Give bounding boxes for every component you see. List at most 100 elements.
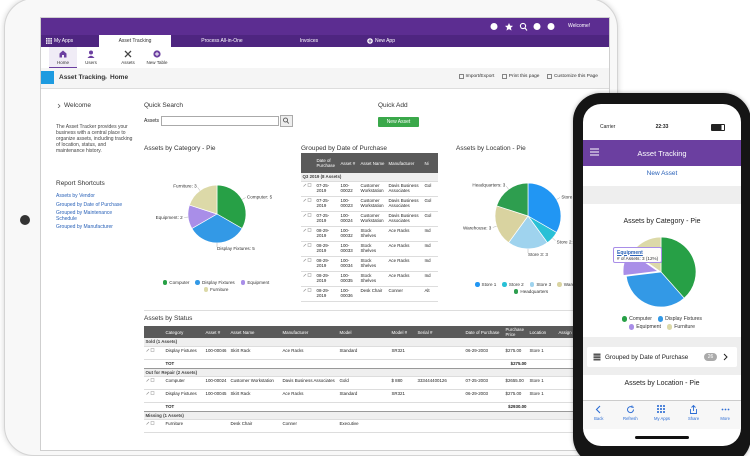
breadcrumb-page: Home	[110, 74, 129, 81]
table-cell: Store 1	[528, 389, 557, 403]
top-bar-icons	[490, 22, 555, 31]
toolbar-button[interactable]: Home	[49, 47, 77, 68]
row-actions[interactable]	[302, 182, 313, 187]
header-cell: Model #	[390, 326, 416, 338]
legend-item[interactable]: Store 1	[474, 282, 496, 287]
row-actions[interactable]	[302, 212, 313, 217]
header-cell: Manufacturer	[281, 326, 338, 338]
row-actions[interactable]	[145, 377, 156, 382]
welcome-menu[interactable]: Welcome!	[568, 23, 591, 29]
sidebar-welcome: Welcome	[64, 102, 91, 109]
shortcut-link[interactable]: Assets by Vendor	[56, 193, 95, 199]
legend-swatch	[513, 289, 519, 294]
table-cell: SR321	[390, 389, 416, 403]
header-cell	[144, 326, 164, 338]
tab[interactable]: My Apps	[41, 35, 99, 47]
collapse-caret[interactable]	[57, 103, 62, 108]
plus	[368, 39, 372, 43]
legend-item[interactable]: Store 2	[502, 282, 524, 287]
pie-chart: Computer: 5 Display Fixtures: 5 Equipment:…	[156, 184, 273, 251]
nav-button[interactable]: My Apps	[646, 401, 678, 429]
shortcut-link[interactable]: Grouped by Date of Purchase	[56, 201, 123, 208]
nav-button[interactable]: Back	[583, 401, 615, 429]
table-cell: 100-00024	[204, 376, 229, 390]
row-actions[interactable]	[302, 197, 313, 202]
toolbar-button[interactable]: Assets	[114, 47, 142, 68]
table-cell: SR321	[390, 346, 416, 360]
page-actions: Import/Export Print this page Customize th…	[459, 74, 598, 79]
table-cell: Skirt Rack	[229, 346, 281, 360]
shortcut-link[interactable]: Grouped by Maintenance Schedule	[56, 210, 113, 222]
legend-item[interactable]: Display Fixtures	[195, 280, 235, 285]
nav-button[interactable]: More	[709, 401, 741, 429]
table-row: Furniture Desk Chair Conner Executive	[144, 419, 607, 433]
shortcut-link[interactable]: Grouped by Manufacturer	[56, 224, 113, 230]
legend-item[interactable]: Furniture	[667, 324, 695, 330]
edit-icon	[302, 198, 306, 202]
legend-item[interactable]: Store 3	[529, 282, 552, 287]
legend-item[interactable]: Equipment	[240, 280, 269, 285]
table-cell	[204, 359, 229, 369]
tab[interactable]: New App	[345, 35, 417, 47]
toolbar-button[interactable]: Users	[77, 47, 105, 68]
tab[interactable]: Invoices	[273, 35, 345, 47]
page-action[interactable]: Customize this Page	[547, 74, 598, 79]
phone-chart-title: Assets by Category - Pie	[623, 218, 701, 225]
table-cell	[416, 359, 464, 369]
data-table: Date of Purchase Asset # Asset Name Manufac…	[301, 153, 438, 302]
toolbar-button[interactable]: New Table	[143, 47, 171, 68]
tab[interactable]: Asset Tracking	[99, 35, 171, 47]
table-cell: Ace Racks	[281, 346, 338, 360]
new-asset-button[interactable]: New Asset	[378, 117, 419, 127]
grid-dot	[50, 38, 52, 40]
row-actions[interactable]	[145, 390, 156, 395]
app-icon	[41, 71, 54, 84]
icon-shape	[459, 74, 464, 79]
row-actions[interactable]	[302, 227, 313, 232]
search-input[interactable]	[161, 116, 279, 126]
group-row: Q3 2019 (8 Assets)	[301, 173, 438, 182]
row-actions[interactable]	[302, 287, 313, 292]
table-cell: Store 1	[528, 346, 557, 360]
nav-button[interactable]: Refresh	[615, 401, 647, 429]
tab-icon	[367, 38, 373, 44]
table-cell	[390, 419, 416, 433]
table-cell: Conner	[281, 419, 338, 433]
page-action[interactable]: Print this page	[502, 74, 539, 79]
table-cell: $ 880	[390, 376, 416, 390]
header-cell: Date of Purchase	[464, 326, 504, 338]
more-dot	[724, 408, 727, 411]
check-icon	[307, 287, 311, 292]
legend-item[interactable]: Computer	[621, 316, 652, 322]
table-cell: Customer Workstation	[359, 196, 387, 212]
row-actions[interactable]	[145, 420, 156, 425]
legend-item[interactable]: Furniture	[203, 287, 228, 292]
menu-button[interactable]	[590, 148, 599, 156]
edit-icon	[302, 213, 306, 217]
chart-tooltip: Equipment # of Assets: 3 (12%)	[613, 247, 663, 263]
nav-button[interactable]: Share	[678, 401, 710, 429]
legend-item[interactable]: Computer	[162, 280, 189, 285]
tab[interactable]: Process All-in-One	[171, 35, 273, 47]
row-icons	[301, 286, 315, 302]
table-cell: 07-25-2019	[315, 196, 339, 212]
legend-item[interactable]: Headquarters	[513, 289, 548, 294]
page-action[interactable]: Import/Export	[459, 74, 494, 79]
toolbar-label: Assets	[121, 60, 135, 65]
legend-label: Store 3	[536, 282, 552, 287]
legend-item[interactable]: Equipment	[629, 324, 661, 330]
phone-new-asset[interactable]: New Asset	[646, 170, 678, 177]
legend-item[interactable]: Display Fixtures	[657, 316, 702, 322]
breadcrumb-app[interactable]: Asset Tracking	[59, 74, 106, 81]
row-actions[interactable]	[145, 347, 156, 352]
row-actions[interactable]	[302, 257, 313, 262]
report-row[interactable]	[587, 347, 737, 367]
row-actions[interactable]	[302, 272, 313, 277]
slice-label: Headquarters: 3	[472, 182, 505, 187]
table-row: 08-29-2019 100-00032 Stock Shelves Ace Rack…	[301, 226, 438, 242]
row-actions[interactable]	[302, 242, 313, 247]
toolbar-label: New Table	[146, 60, 168, 65]
search-button[interactable]	[280, 115, 293, 127]
table-cell	[416, 346, 464, 360]
